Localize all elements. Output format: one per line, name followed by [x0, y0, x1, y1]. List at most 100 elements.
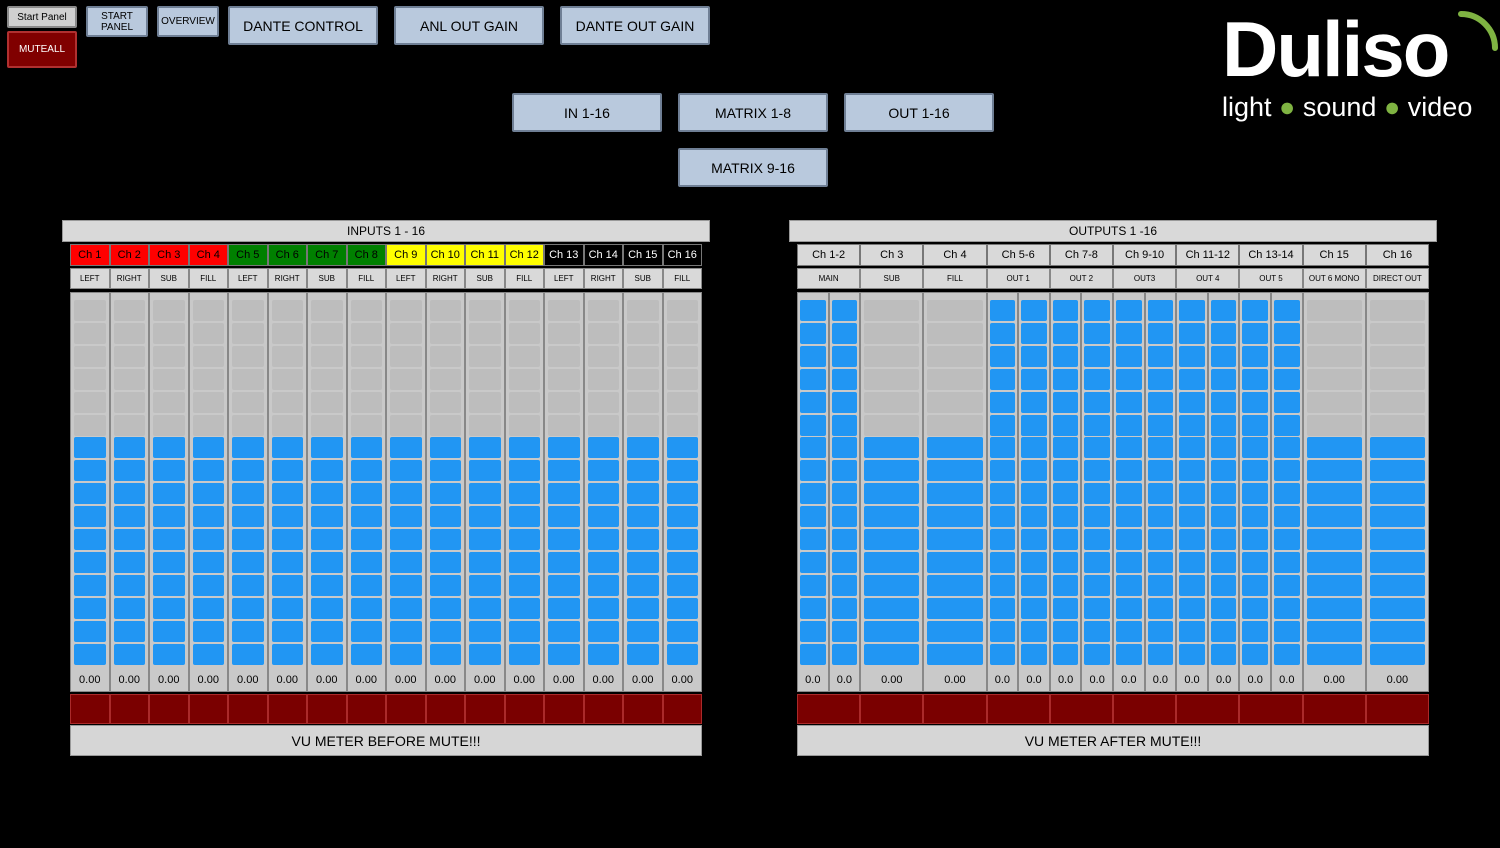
input-ch-8-meter-segment	[350, 574, 382, 596]
input-ch-7-meter-segment	[311, 414, 343, 436]
output-group-8-mute-button[interactable]	[1239, 694, 1303, 724]
input-ch-12-mute-button[interactable]	[504, 694, 544, 724]
input-ch-3-meter-segment	[153, 551, 185, 573]
input-ch-10-sub-label: RIGHT	[425, 268, 465, 289]
input-ch-9-meter-segment	[390, 574, 422, 596]
input-ch-9-mute-button[interactable]	[386, 694, 426, 724]
input-ch-8-meter-segment	[350, 643, 382, 665]
output-group-7-1-meter-segment	[1179, 574, 1205, 596]
input-ch-14-meter-segment	[587, 345, 619, 367]
input-ch-2-mute-button[interactable]	[109, 694, 149, 724]
input-ch-15-meter-segment	[627, 345, 659, 367]
input-ch-16-mute-button[interactable]	[662, 694, 702, 724]
start-panel-small-button[interactable]: Start Panel	[7, 6, 77, 28]
input-ch-13-mute-button[interactable]	[544, 694, 584, 724]
input-ch-3-meter-segment	[153, 391, 185, 413]
output-group-7-mute-button[interactable]	[1176, 694, 1240, 724]
dante-control-button[interactable]: DANTE CONTROL	[228, 6, 378, 45]
output-group-3-meter-segment	[927, 643, 983, 665]
input-ch-10-mute-button[interactable]	[425, 694, 465, 724]
input-ch-1-mute-button[interactable]	[70, 694, 110, 724]
input-ch-8-mute-button[interactable]	[346, 694, 386, 724]
output-group-1-2-meter-segment	[831, 437, 858, 459]
output-group-6-mute-button[interactable]	[1113, 694, 1177, 724]
output-group-9-sub-label: OUT 6 MONO	[1302, 268, 1366, 289]
logo-tagline: light ● sound ● video	[1222, 92, 1473, 122]
dante-out-gain-button[interactable]: DANTE OUT GAIN	[560, 6, 710, 45]
input-ch-1-meter-segment	[74, 437, 106, 459]
input-ch-12-meter-segment	[508, 643, 540, 665]
output-group-10-meter-segment	[1369, 437, 1425, 459]
input-ch-12-meter-segment	[508, 322, 540, 344]
overview-button[interactable]: OVERVIEW	[157, 6, 219, 37]
input-ch-11-mute-button[interactable]	[465, 694, 505, 724]
output-group-9-mute-button[interactable]	[1302, 694, 1366, 724]
input-ch-14-meter-segment	[587, 551, 619, 573]
mute-all-button[interactable]: MUTEALL	[7, 31, 77, 68]
input-ch-6-sub-label: RIGHT	[267, 268, 307, 289]
anl-out-gain-button[interactable]: ANL OUT GAIN	[394, 6, 544, 45]
input-ch-14-mute-button[interactable]	[583, 694, 623, 724]
output-group-8-1-meter-segment	[1242, 322, 1268, 344]
output-group-1-mute-button[interactable]	[797, 694, 861, 724]
output-group-3-meter-segment	[927, 322, 983, 344]
input-ch-2-sub-label: RIGHT	[109, 268, 149, 289]
output-group-3-label: Ch 4	[923, 244, 987, 266]
matrix-9-16-button[interactable]: MATRIX 9-16	[678, 148, 828, 187]
start-panel-button[interactable]: START PANEL	[86, 6, 148, 37]
input-ch-12-value: 0.00	[513, 674, 535, 686]
out-1-16-button[interactable]: OUT 1-16	[844, 93, 994, 132]
output-group-4-2-meter-segment	[1021, 345, 1047, 367]
input-ch-7-meter-segment	[311, 529, 343, 550]
input-ch-9-meter-segment	[390, 620, 422, 642]
input-ch-15-mute-button[interactable]	[623, 694, 663, 724]
output-group-5-1-meter-segment	[1052, 414, 1079, 436]
input-ch-4-mute-button[interactable]	[188, 694, 228, 724]
input-ch-4-meter-segment	[192, 620, 224, 642]
input-ch-11-value: 0.00	[474, 674, 496, 686]
input-ch-10-meter-segment	[429, 529, 461, 550]
input-ch-16-meter-segment	[666, 597, 698, 619]
in-1-16-button[interactable]: IN 1-16	[512, 93, 662, 132]
output-group-5-1-meter-segment	[1052, 437, 1079, 459]
input-ch-7-mute-button[interactable]	[307, 694, 347, 724]
output-group-3-mute-button[interactable]	[923, 694, 987, 724]
output-group-5-2-meter-segment	[1084, 620, 1110, 642]
output-group-10-mute-button[interactable]	[1365, 694, 1429, 724]
output-group-1-value-1: 0.0	[805, 674, 821, 686]
input-ch-10-value: 0.00	[434, 674, 456, 686]
output-group-8-1-meter-segment	[1242, 414, 1268, 436]
input-ch-6-mute-button[interactable]	[267, 694, 307, 724]
output-group-2-mute-button[interactable]	[860, 694, 924, 724]
output-group-6-1-meter-segment	[1116, 506, 1142, 528]
input-ch-3-meter-segment	[153, 597, 185, 619]
output-group-6-2-meter-segment	[1147, 551, 1174, 573]
output-group-10-meter-segment	[1369, 345, 1425, 367]
input-ch-5-meter-segment	[232, 506, 264, 528]
input-ch-15-meter-segment	[627, 460, 659, 482]
output-group-1-1-meter-segment	[800, 483, 826, 505]
input-ch-13-meter-segment	[548, 643, 580, 665]
output-group-7-2-meter-segment	[1210, 368, 1237, 390]
input-ch-5-sub-label: LEFT	[228, 268, 268, 289]
input-ch-9-meter-segment	[390, 597, 422, 619]
output-group-5-2-meter-segment	[1084, 574, 1110, 596]
input-ch-8-meter-segment	[350, 551, 382, 573]
matrix-1-8-button[interactable]: MATRIX 1-8	[678, 93, 828, 132]
output-group-7-sub-label: OUT 4	[1176, 268, 1240, 289]
input-ch-1-meter-segment	[74, 597, 106, 619]
input-ch-1-meter-segment	[74, 506, 106, 528]
output-group-5-mute-button[interactable]	[1049, 694, 1113, 724]
output-group-8-2-meter-segment	[1274, 322, 1300, 344]
output-group-5-1-meter-segment	[1052, 597, 1079, 619]
input-ch-12-meter-segment	[508, 368, 540, 390]
input-ch-5-mute-button[interactable]	[228, 694, 268, 724]
input-ch-3-mute-button[interactable]	[149, 694, 189, 724]
input-ch-11-meter-segment	[469, 345, 501, 367]
input-ch-8-meter-segment	[350, 300, 382, 321]
input-ch-1-meter-segment	[74, 300, 106, 321]
output-group-4-mute-button[interactable]	[986, 694, 1050, 724]
input-ch-11-meter-segment	[469, 620, 501, 642]
input-ch-5-meter-segment	[232, 437, 264, 459]
input-ch-15-sub-label: SUB	[623, 268, 663, 289]
